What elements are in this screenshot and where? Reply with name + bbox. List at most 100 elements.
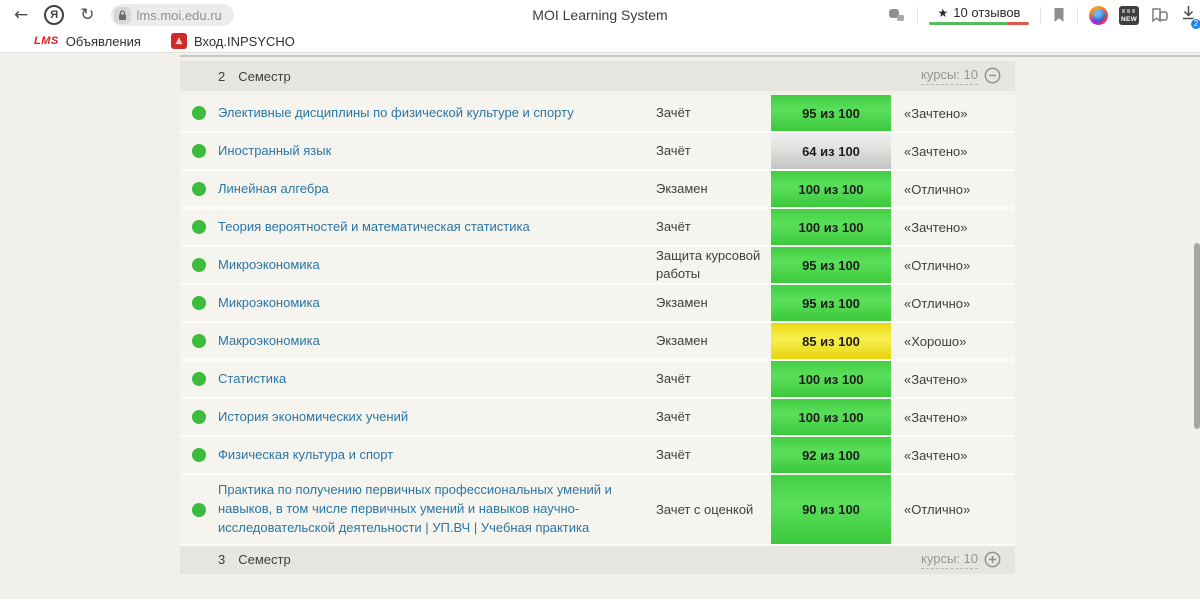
star-icon: ★ [937,5,949,20]
table-row: Элективные дисциплины по физической куль… [180,95,1015,133]
score-badge: 85 из 100 [771,323,891,360]
bookmark-flag-icon[interactable] [1052,7,1066,23]
score-cell: 100 из 100 [768,171,894,207]
course-link[interactable]: Линейная алгебра [218,180,329,196]
semester-number: 2 [218,68,226,84]
course-status-dot-icon [192,448,206,463]
extension-browser-icon[interactable] [1089,5,1108,25]
course-link[interactable]: История экономических учений [218,408,409,424]
table-row: Теория вероятностей и математическая ста… [180,209,1015,247]
reviews-rating-bar [929,22,1029,25]
status-cell [180,323,218,359]
course-link[interactable]: Микроэкономика [218,294,320,310]
grade-text: «Зачтено» [904,409,968,425]
grade-text: «Зачтено» [904,105,968,121]
score-cell: 100 из 100 [768,399,894,436]
assessment-type: Экзамен [656,180,708,196]
table-row: Статистика Зачёт 100 из 100 «Зачтено» [180,361,1015,400]
score-cell: 95 из 100 [768,247,894,284]
address-bar[interactable]: lms.moi.edu.ru [110,4,234,26]
grade-text: «Зачтено» [904,447,968,463]
score-badge: 95 из 100 [771,285,891,322]
score-badge: 100 из 100 [771,361,891,398]
reviews-label: 10 отзывов [953,5,1021,20]
course-link[interactable]: Практика по получению первичных професси… [218,482,612,536]
score-cell: 100 из 100 [768,361,894,398]
score-cell: 95 из 100 [768,285,894,322]
score-badge: 90 из 100 [771,475,891,544]
yandex-browser-icon[interactable]: Я [44,5,65,25]
back-icon[interactable]: ← [14,4,29,25]
course-status-dot-icon [192,334,206,349]
assessment-type: Зачёт [656,104,691,120]
assessment-type: Зачет с оценкой [656,501,754,517]
downloads-button[interactable]: 2 [1181,5,1200,30]
course-link[interactable]: Элективные дисциплины по физической куль… [218,104,574,120]
table-row: Практика по получению первичных професси… [180,475,1015,546]
bookmark-item-inpsycho[interactable]: ▲ Вход.INPSYCHO [170,33,295,49]
semester-number: 3 [218,552,226,568]
bookmark-label: Объявления [65,33,141,49]
score-badge: 100 из 100 [771,171,891,207]
semester-title: Семестр [238,552,291,568]
status-cell [180,285,218,321]
extension-new-icon[interactable]: NEW [1119,5,1139,25]
course-link[interactable]: Иностранный язык [218,142,332,158]
status-cell [180,361,218,397]
score-cell: 95 из 100 [768,95,894,131]
bookmark-item-announcements[interactable]: LMS Объявления [34,34,141,49]
score-cell: 90 из 100 [768,475,894,544]
table-row: Микроэкономика Экзамен 95 из 100 «Отличн… [180,285,1015,324]
courses-count-link[interactable]: курсы: 10 [921,67,978,85]
bookmarks-bar: LMS Объявления ▲ Вход.INPSYCHO [0,30,1200,53]
vertical-scrollbar-thumb[interactable] [1194,243,1200,429]
status-cell [180,475,218,544]
table-row: Линейная алгебра Экзамен 100 из 100 «Отл… [180,171,1015,209]
course-link[interactable]: Микроэкономика [218,256,320,272]
grade-text: «Отлично» [904,257,971,273]
status-cell [180,399,218,435]
courses-count-link[interactable]: курсы: 10 [921,551,978,569]
course-status-dot-icon [192,296,206,311]
course-link[interactable]: Теория вероятностей и математическая ста… [218,218,530,234]
grade-text: «Зачтено» [904,371,968,387]
status-cell [180,209,218,245]
course-status-dot-icon [192,372,206,387]
semester-header: 2 Семестр курсы: 10 [180,61,1015,91]
collapse-semester-icon[interactable] [984,67,1001,84]
assessment-type: Зачёт [656,218,691,234]
course-status-dot-icon [192,106,206,120]
course-link[interactable]: Статистика [218,370,287,386]
course-link[interactable]: Макроэкономика [218,332,320,348]
status-cell [180,171,218,207]
site-reviews-button[interactable]: ★ 10 отзывов [929,5,1029,25]
protect-icon[interactable] [888,7,906,23]
semester-title: Семестр [238,68,291,84]
table-row: Физическая культура и спорт Зачёт 92 из … [180,437,1015,476]
semester-grades-table: 2 Семестр курсы: 10 Элективные дисциплин… [180,61,1015,574]
score-badge: 100 из 100 [771,209,891,245]
assessment-type: Зачёт [656,409,691,425]
toolbar-divider [1040,6,1041,24]
browser-toolbar: ← Я ↻ lms.moi.edu.ru MOI Learning System… [0,0,1200,30]
assessment-type: Зачёт [656,371,691,387]
status-cell [180,437,218,473]
ssl-lock-icon[interactable] [113,6,131,24]
expand-semester-icon[interactable] [984,551,1001,568]
course-link[interactable]: Физическая культура и спорт [218,446,394,462]
grade-text: «Отлично» [904,295,971,311]
course-status-dot-icon [192,182,206,196]
url-text[interactable]: lms.moi.edu.ru [136,7,222,23]
score-cell: 64 из 100 [768,133,894,169]
score-badge: 100 из 100 [771,399,891,436]
course-status-dot-icon [192,144,206,158]
course-table-body: Элективные дисциплины по физической куль… [180,95,1015,546]
toolbar-divider [1077,6,1078,24]
course-status-dot-icon [192,410,206,425]
score-badge: 64 из 100 [771,133,891,169]
refresh-icon[interactable]: ↻ [80,4,95,25]
table-row: Иностранный язык Зачёт 64 из 100 «Зачтен… [180,133,1015,171]
collections-icon[interactable] [1150,7,1170,24]
assessment-type: Защита курсовой работы [656,248,761,282]
semester-footer: 3 Семестр курсы: 10 [180,545,1015,574]
